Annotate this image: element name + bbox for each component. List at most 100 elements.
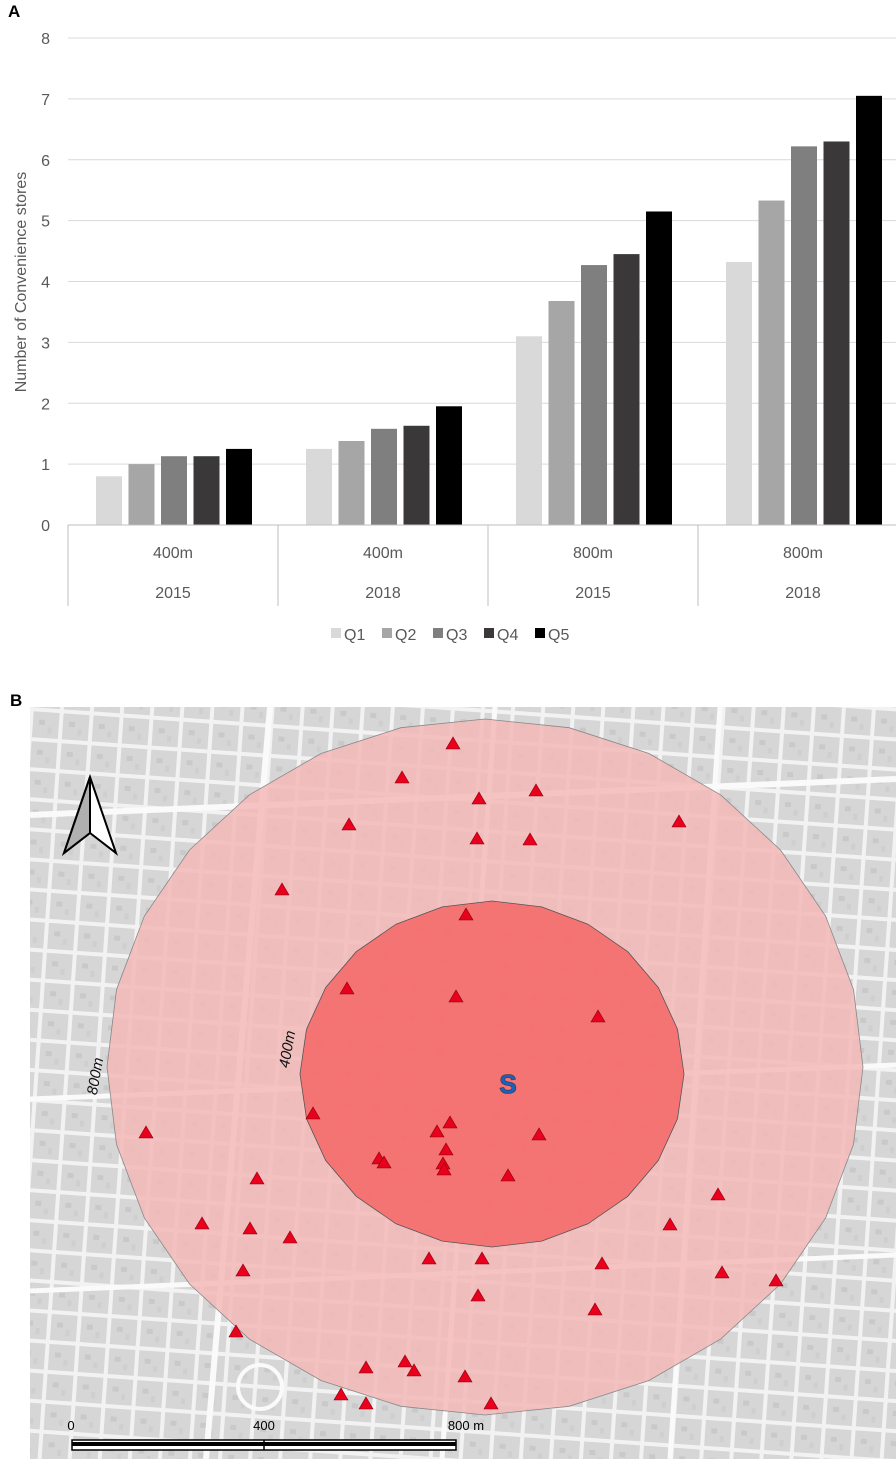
legend-label-q1: Q1 bbox=[344, 627, 365, 644]
legend-label-q4: Q4 bbox=[497, 627, 518, 644]
red-triangle-icon bbox=[457, 1369, 473, 1383]
red-triangle-icon bbox=[500, 1168, 516, 1182]
red-triangle-icon bbox=[442, 1115, 458, 1129]
y-tick-label: 0 bbox=[41, 518, 50, 535]
bar-q1-0 bbox=[96, 476, 122, 525]
red-triangle-icon bbox=[587, 1302, 603, 1316]
red-triangle-icon bbox=[436, 1162, 452, 1176]
map: 800m 400m S 0 400 800 m bbox=[30, 707, 896, 1459]
x-axis: 400m 2015 400m 2018 800m 2015 800m 2018 bbox=[67, 524, 896, 606]
red-triangle-icon bbox=[274, 882, 290, 896]
panel-a-label: A bbox=[8, 2, 21, 21]
red-triangle-icon bbox=[397, 1354, 413, 1368]
x-tick-label-year: 2015 bbox=[575, 585, 611, 602]
red-triangle-icon bbox=[768, 1273, 784, 1287]
bar-q3-2 bbox=[581, 265, 607, 525]
red-triangle-icon bbox=[470, 1288, 486, 1302]
bar-q4-1 bbox=[403, 425, 430, 525]
x-tick-label-year: 2018 bbox=[785, 585, 821, 602]
y-axis-ticks: 0 1 2 3 4 5 6 7 8 bbox=[41, 31, 50, 535]
red-triangle-icon bbox=[458, 907, 474, 921]
chart-legend: Q1 Q2 Q3 Q4 Q5 bbox=[331, 627, 569, 644]
bar-q4-3 bbox=[823, 141, 850, 526]
bar-q1-1 bbox=[306, 448, 332, 525]
buffer-400m bbox=[299, 900, 685, 1248]
red-triangle-icon bbox=[282, 1230, 298, 1244]
legend-label-q2: Q2 bbox=[395, 627, 416, 644]
y-tick-label: 5 bbox=[41, 214, 50, 231]
red-triangle-icon bbox=[531, 1127, 547, 1141]
y-tick-label: 7 bbox=[41, 92, 50, 109]
red-triangle-icon bbox=[671, 814, 687, 828]
red-triangle-icon bbox=[235, 1263, 251, 1277]
red-triangle-icon bbox=[710, 1187, 726, 1201]
bar-q1-2 bbox=[516, 336, 542, 525]
store-markers bbox=[138, 736, 784, 1410]
legend-swatch-q4 bbox=[484, 628, 494, 638]
bar-q5-3 bbox=[856, 95, 882, 526]
bar-q2-3 bbox=[758, 200, 785, 525]
y-tick-label: 1 bbox=[41, 457, 50, 474]
scale-bar: 0 400 800 m bbox=[67, 1418, 484, 1451]
bar-q3-1 bbox=[371, 428, 397, 525]
red-triangle-icon bbox=[249, 1171, 265, 1185]
red-triangle-icon bbox=[194, 1216, 210, 1230]
x-tick-label-year: 2015 bbox=[155, 585, 191, 602]
red-triangle-icon bbox=[445, 736, 461, 750]
legend-label-q3: Q3 bbox=[446, 627, 467, 644]
bar-q2-1 bbox=[338, 440, 365, 525]
red-triangle-icon bbox=[528, 783, 544, 797]
red-triangle-icon bbox=[406, 1363, 422, 1377]
bar-q5-1 bbox=[436, 406, 462, 525]
legend-swatch-q3 bbox=[433, 628, 443, 638]
red-triangle-icon bbox=[341, 817, 357, 831]
y-tick-label: 8 bbox=[41, 31, 50, 48]
red-triangle-icon bbox=[228, 1324, 244, 1338]
red-triangle-icon bbox=[438, 1142, 454, 1156]
red-triangle-icon bbox=[662, 1217, 678, 1231]
bar-chart: 0 1 2 3 4 5 6 7 8 400m 2015 400m 2018 800m 2015 800m 20… bbox=[13, 31, 896, 644]
station-marker: S bbox=[499, 1069, 516, 1099]
buffer-outer-label: 800m bbox=[84, 1056, 107, 1096]
scale-label-400: 400 bbox=[253, 1418, 275, 1433]
red-triangle-icon bbox=[483, 1396, 499, 1410]
red-triangle-icon bbox=[305, 1106, 321, 1120]
red-triangle-icon bbox=[242, 1221, 258, 1235]
red-triangle-icon bbox=[358, 1396, 374, 1410]
legend-label-q5: Q5 bbox=[548, 627, 569, 644]
y-tick-label: 6 bbox=[41, 153, 50, 170]
red-triangle-icon bbox=[358, 1360, 374, 1374]
bar-q5-2 bbox=[646, 211, 672, 525]
x-tick-label-buffer: 800m bbox=[573, 545, 613, 562]
chart-bars bbox=[96, 95, 882, 526]
bar-q3-0 bbox=[161, 456, 187, 525]
bar-q2-2 bbox=[548, 300, 575, 525]
x-tick-label-buffer: 800m bbox=[783, 545, 823, 562]
scale-label-0: 0 bbox=[67, 1418, 74, 1433]
red-triangle-icon bbox=[339, 981, 355, 995]
bar-q4-0 bbox=[193, 456, 220, 525]
bar-q3-3 bbox=[791, 146, 817, 526]
red-triangle-icon bbox=[590, 1009, 606, 1023]
red-triangle-icon bbox=[594, 1256, 610, 1270]
red-triangle-icon bbox=[522, 832, 538, 846]
red-triangle-icon bbox=[471, 791, 487, 805]
north-arrow-icon bbox=[61, 773, 119, 856]
buffer-inner-label: 400m bbox=[276, 1029, 299, 1069]
red-triangle-icon bbox=[469, 831, 485, 845]
x-tick-label-year: 2018 bbox=[365, 585, 401, 602]
y-tick-label: 4 bbox=[41, 275, 50, 292]
legend-swatch-q1 bbox=[331, 628, 341, 638]
bar-q2-0 bbox=[128, 464, 155, 525]
red-triangle-icon bbox=[421, 1251, 437, 1265]
panel-b-label: B bbox=[10, 691, 23, 710]
map-panel: 800m 400m S 0 400 800 m bbox=[30, 707, 896, 1459]
bar-q4-2 bbox=[613, 254, 640, 525]
red-triangle-icon bbox=[333, 1387, 349, 1401]
red-triangle-icon bbox=[474, 1251, 490, 1265]
x-tick-label-buffer: 400m bbox=[153, 545, 193, 562]
red-triangle-icon bbox=[138, 1125, 154, 1139]
red-triangle-icon bbox=[429, 1124, 445, 1138]
red-triangle-icon bbox=[394, 770, 410, 784]
scale-label-800: 800 m bbox=[448, 1418, 484, 1433]
